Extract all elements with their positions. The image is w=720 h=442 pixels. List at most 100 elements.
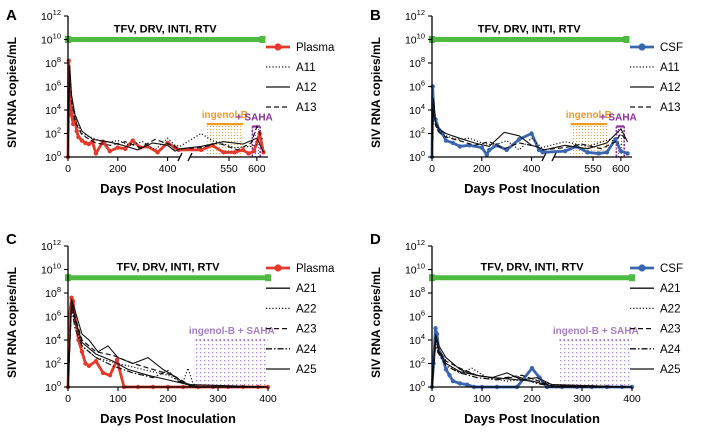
y-tick-label: 108 xyxy=(409,55,425,70)
shaded-label: + SAHA xyxy=(600,112,637,123)
y-tick-base: 10 xyxy=(409,105,421,117)
y-tick-exponent: 12 xyxy=(53,8,61,17)
panel-letter: B xyxy=(370,7,381,24)
y-tick-label: 100 xyxy=(409,379,425,394)
shaded-label: ingenol-B xyxy=(202,110,248,121)
y-tick-label: 108 xyxy=(45,55,61,70)
data-point xyxy=(130,138,135,143)
x-tick-label: 400 xyxy=(623,393,641,405)
x-axis-label: Days Post Inoculation xyxy=(464,411,600,426)
y-tick-exponent: 4 xyxy=(57,332,61,341)
y-tick-label: 1010 xyxy=(41,262,61,277)
y-tick-label: 104 xyxy=(45,332,61,347)
data-point xyxy=(457,381,463,386)
data-point xyxy=(76,134,81,140)
legend-swatch-marker xyxy=(638,264,646,272)
y-tick-label: 102 xyxy=(45,356,61,371)
shaded-label: + SAHA xyxy=(236,112,273,123)
data-point xyxy=(618,148,624,154)
x-tick-label: 200 xyxy=(523,393,541,405)
y-tick-base: 10 xyxy=(409,82,421,94)
series-line-a22 xyxy=(67,304,268,388)
data-point xyxy=(529,131,534,136)
y-tick-label: 102 xyxy=(409,126,425,141)
y-tick-base: 10 xyxy=(409,382,421,394)
y-tick-label: 1010 xyxy=(41,32,61,47)
y-tick-exponent: 12 xyxy=(53,238,61,247)
legend-swatch-marker xyxy=(274,264,282,272)
treatment-bar-end xyxy=(623,36,630,43)
x-tick-label: 100 xyxy=(473,393,491,405)
y-tick-base: 10 xyxy=(41,265,53,277)
y-tick-base: 10 xyxy=(409,58,421,70)
data-point xyxy=(93,151,99,156)
data-point xyxy=(69,295,74,300)
shaded-region xyxy=(195,340,268,387)
treatment-bar-end xyxy=(259,36,266,43)
x-tick-label: 550 xyxy=(220,163,238,175)
legend: Plasma A11 A12 A13 xyxy=(266,42,335,114)
data-point xyxy=(529,366,535,371)
series-line-a13 xyxy=(67,72,263,158)
y-tick-base: 10 xyxy=(409,335,421,347)
y-tick-label: 1010 xyxy=(405,262,425,277)
legend-label: A24 xyxy=(296,344,317,356)
legend-swatch-marker xyxy=(638,43,646,51)
data-point xyxy=(221,150,226,155)
y-tick-exponent: 8 xyxy=(421,55,425,64)
x-tick-label: 200 xyxy=(109,163,127,175)
y-tick-base: 10 xyxy=(41,11,53,23)
data-point xyxy=(79,349,85,354)
y-tick-exponent: 10 xyxy=(53,262,61,271)
legend-label: Plasma xyxy=(296,42,335,54)
shaded-label: ingenol-B xyxy=(566,110,612,121)
y-tick-base: 10 xyxy=(45,58,57,70)
x-tick-label: 600 xyxy=(612,163,630,175)
y-tick-label: 106 xyxy=(409,309,425,324)
data-point xyxy=(562,148,568,154)
x-axis-label: Days Post Inoculation xyxy=(464,181,600,196)
data-point xyxy=(240,147,246,153)
x-axis-label: Days Post Inoculation xyxy=(100,181,236,196)
legend: CSF A11 A12 A13 xyxy=(630,42,683,114)
data-point xyxy=(198,147,204,153)
y-tick-base: 10 xyxy=(41,241,53,253)
data-point xyxy=(232,150,237,155)
y-tick-base: 10 xyxy=(45,359,57,371)
y-tick-label: 104 xyxy=(409,102,425,117)
treatment-bar-end xyxy=(629,274,635,282)
legend-label: CSF xyxy=(660,42,683,54)
series-line-a11 xyxy=(431,100,624,158)
data-point xyxy=(433,326,438,331)
data-point xyxy=(540,150,545,155)
data-point xyxy=(494,143,499,148)
y-tick-base: 10 xyxy=(45,288,57,300)
y-tick-label: 1012 xyxy=(405,8,425,23)
y-tick-exponent: 8 xyxy=(57,285,61,294)
y-tick-exponent: 4 xyxy=(421,102,425,111)
data-point xyxy=(450,140,456,146)
y-axis-label: SIV RNA copies/mL xyxy=(5,37,19,148)
shaded-label: ingenol-B + SAHA xyxy=(553,326,639,337)
y-tick-exponent: 2 xyxy=(57,126,61,135)
panel-letter: D xyxy=(370,231,381,248)
x-tick-label: 0 xyxy=(65,163,71,175)
y-tick-base: 10 xyxy=(45,82,57,94)
data-point xyxy=(443,367,449,372)
data-point xyxy=(115,145,120,150)
y-tick-exponent: 8 xyxy=(421,285,425,294)
series-line-a12 xyxy=(431,98,628,158)
data-point xyxy=(484,152,489,157)
treatment-label: TFV, DRV, INTI, RTV xyxy=(481,262,585,274)
y-tick-label: 108 xyxy=(45,285,61,300)
legend-label: A23 xyxy=(660,324,680,336)
data-point xyxy=(155,150,160,155)
axis-break-mark xyxy=(177,152,183,162)
legend-label: A22 xyxy=(660,303,680,315)
y-tick-exponent: 0 xyxy=(57,379,61,388)
y-tick-exponent: 6 xyxy=(57,309,61,318)
data-point xyxy=(487,147,492,153)
y-tick-base: 10 xyxy=(409,359,421,371)
data-point xyxy=(261,150,266,155)
